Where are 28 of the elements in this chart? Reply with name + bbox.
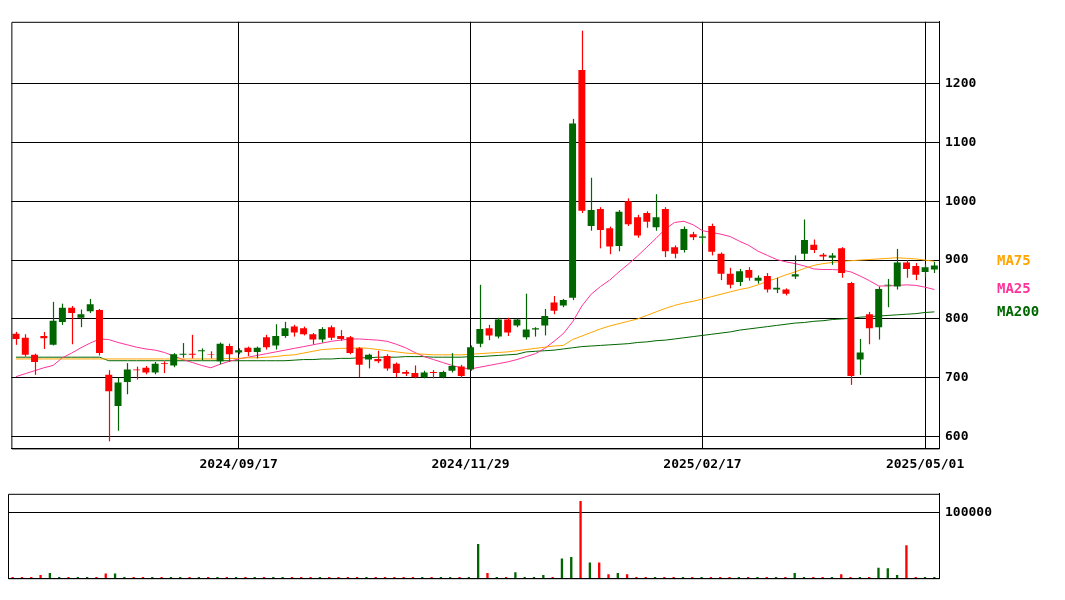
y-tick-label: 700 <box>945 369 969 385</box>
candlestick <box>606 225 614 255</box>
x-tick-label: 2024/11/29 <box>431 455 510 471</box>
x-tick-label: 2025/02/17 <box>663 455 742 471</box>
bar <box>486 572 489 579</box>
y-tick-label: 1200 <box>945 74 977 90</box>
candlestick <box>550 295 558 315</box>
y-tick-label: 1000 <box>945 192 977 208</box>
bar <box>39 574 42 579</box>
candlestick <box>532 326 539 338</box>
y-tick-label: 900 <box>945 251 969 267</box>
y-tick-label: 600 <box>945 428 969 444</box>
candlestick <box>754 274 762 285</box>
y-tick-label: 100000 <box>945 503 993 519</box>
text: MA200 <box>997 302 1040 319</box>
bar <box>607 574 610 579</box>
bar <box>905 545 908 579</box>
bar <box>579 501 582 579</box>
y-tick-label: 1100 <box>945 133 977 149</box>
candlestick <box>856 338 864 376</box>
bar <box>877 567 880 579</box>
y-tick-label: 800 <box>945 310 969 326</box>
x-tick-label: 2024/09/17 <box>199 455 278 471</box>
x-tick-label: 2025/05/01 <box>885 455 965 471</box>
text: MA25 <box>997 280 1031 297</box>
text: MA75 <box>997 251 1031 268</box>
bar <box>514 572 517 579</box>
candlestick <box>791 254 799 280</box>
